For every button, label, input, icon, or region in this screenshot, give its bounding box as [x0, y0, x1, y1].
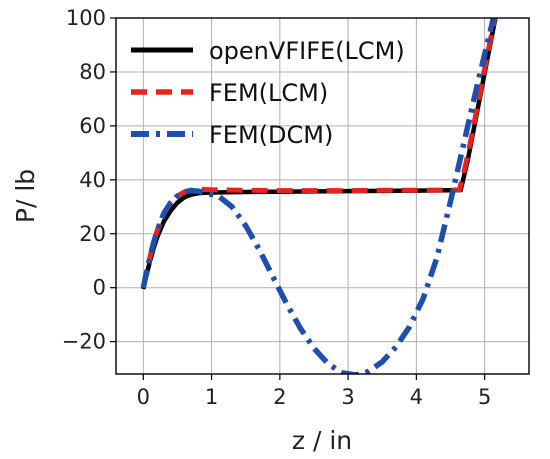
y-tick-label: 60	[79, 114, 106, 138]
plot-frame	[115, 17, 530, 375]
y-tick-label: 40	[79, 168, 106, 192]
y-tick-label: 80	[79, 60, 106, 84]
legend-label: FEM(DCM)	[209, 121, 333, 149]
y-tick-label: 20	[79, 222, 106, 246]
x-tick-label: 2	[273, 385, 286, 409]
y-tick-label: 0	[93, 276, 106, 300]
legend-label: FEM(LCM)	[209, 79, 328, 107]
legend: openVFIFE(LCM) FEM(LCM) FEM(DCM)	[131, 37, 405, 149]
x-axis-label: z / in	[292, 426, 352, 455]
x-tick-label: 4	[410, 385, 423, 409]
y-tick-label: 100	[66, 6, 106, 30]
x-tick-label: 5	[478, 385, 491, 409]
series-lines	[140, 18, 498, 374]
x-tick-label: 3	[341, 385, 354, 409]
y-axis-label: P/ lb	[11, 169, 40, 223]
x-tick-label: 0	[137, 385, 150, 409]
ticks: 0 1 2 3 4 5 −20 0 20 40 60 80 100	[62, 6, 492, 409]
legend-label: openVFIFE(LCM)	[209, 37, 405, 65]
y-tick-label: −20	[62, 330, 106, 354]
series-line-fem-dcm	[140, 18, 497, 374]
x-tick-label: 1	[205, 385, 218, 409]
